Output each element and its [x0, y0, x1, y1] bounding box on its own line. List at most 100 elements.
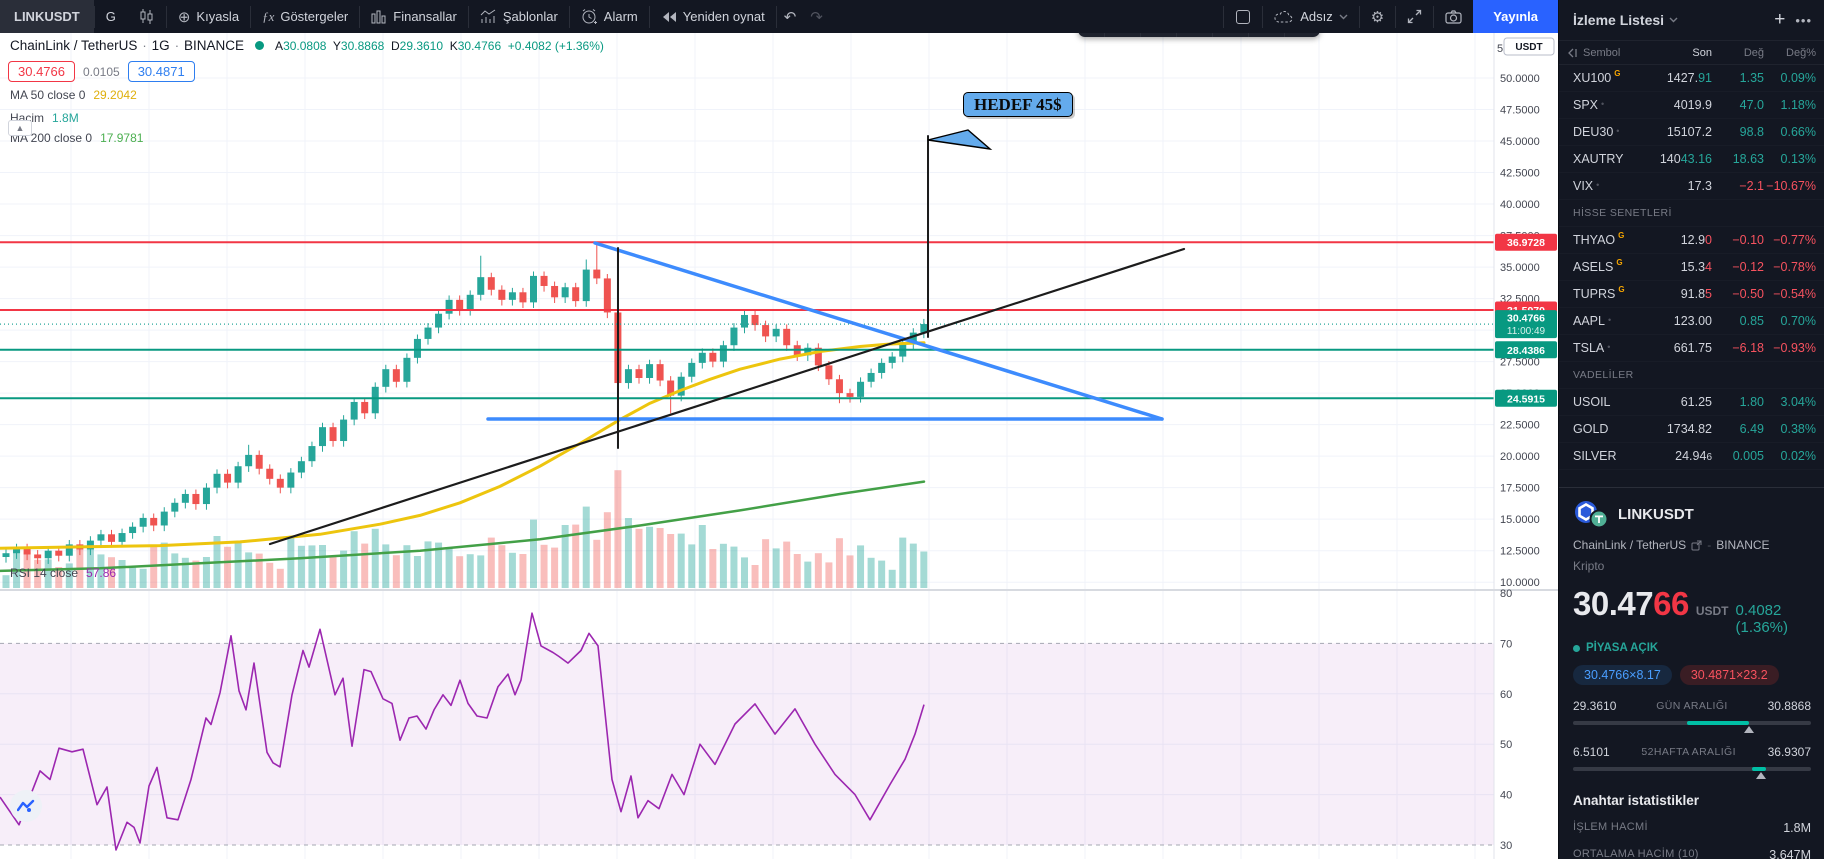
watchlist-row-gold[interactable]: GOLD 1734.82 6.49 0.38% [1559, 416, 1824, 443]
price-badge [1495, 310, 1557, 339]
ma50-value: 29.2042 [93, 88, 137, 102]
ma200-value: 17.9781 [100, 131, 144, 145]
legend-symbol[interactable]: ChainLink / TetherUS [10, 38, 138, 53]
divider [648, 5, 650, 28]
spread-value: 0.0105 [83, 64, 120, 79]
indicator-ma50[interactable]: MA 50 close 0 29.2042 [10, 88, 137, 102]
external-link-icon[interactable] [1691, 540, 1702, 551]
save-layout-button[interactable]: Adsız [1263, 0, 1359, 33]
compare-button[interactable]: ⊕ Kıyasla [167, 0, 250, 33]
legend-sep: · [174, 38, 180, 53]
watchlist-row-thyao[interactable]: THYAO G 12.90 −0.10 −0.77% [1559, 227, 1824, 254]
replay-button[interactable]: Yeniden oynat [650, 0, 776, 33]
chart-style-button[interactable] [127, 0, 166, 33]
financials-icon [371, 9, 387, 25]
financials-button[interactable]: Finansallar [360, 0, 468, 33]
details-category: Kripto [1573, 559, 1605, 573]
year-range-marker [1756, 772, 1767, 779]
year-range-track [1573, 767, 1811, 779]
redo-button[interactable]: ↷ [810, 8, 823, 26]
details-currency: USDT [1695, 604, 1729, 618]
watchlist-section: HİSSE SENETLERİ [1559, 200, 1824, 227]
divider [568, 5, 570, 28]
col-change-pct[interactable]: Değ% [1786, 46, 1816, 59]
alert-button[interactable]: Alarm [570, 0, 649, 33]
svg-text:40: 40 [1500, 790, 1512, 802]
legend-sep: · [142, 38, 147, 53]
interval-button[interactable]: G [105, 9, 116, 24]
fullscreen-icon [1407, 9, 1422, 24]
col-last[interactable]: Son [1692, 46, 1712, 59]
stat-row: İŞLEM HACMİ 1.8M [1573, 821, 1811, 835]
indicators-button[interactable]: ƒx Göstergeler [251, 0, 359, 33]
svg-text:12.5000: 12.5000 [1500, 546, 1540, 558]
fullscreen-button[interactable] [1396, 0, 1433, 33]
day-high: 30.8868 [1767, 699, 1811, 713]
col-symbol[interactable]: Sembol [1583, 46, 1621, 59]
chevron-down-icon [1669, 17, 1678, 23]
watchlist-row-spx[interactable]: SPX • 4019.9 47.0 1.18% [1559, 92, 1824, 119]
watchlist-row-asels[interactable]: ASELS G 15.34 −0.12 −0.78% [1559, 254, 1824, 281]
add-symbol-button[interactable]: + [1774, 9, 1786, 30]
target-callout[interactable]: HEDEF 45$ [963, 92, 1073, 117]
dot-flag-icon: • [1607, 315, 1612, 325]
dot-flag-icon: • [1616, 126, 1620, 136]
undo-button[interactable]: ↶ [783, 8, 797, 26]
indicators-label: Göstergeler [280, 9, 349, 24]
price-axis[interactable]: 50.000047.500045.000042.500040.000037.50… [1495, 37, 1557, 852]
watchlist-title-menu[interactable]: İzleme Listesi [1573, 12, 1678, 28]
replay-label: Yeniden oynat [682, 9, 765, 24]
chart-logo-button[interactable] [10, 790, 42, 822]
templates-button[interactable]: Şablonlar [469, 0, 569, 33]
details-exchange[interactable]: BINANCE [1716, 538, 1770, 552]
watchlist-title: İzleme Listesi [1573, 12, 1665, 28]
ascending-trendline[interactable] [268, 247, 1186, 546]
details-change: 0.4082 (1.36%) [1735, 602, 1789, 636]
descending-resistance[interactable] [593, 241, 1164, 421]
volume-bars [2, 470, 928, 588]
key-stats-heading: Anahtar istatistikler [1573, 793, 1700, 808]
market-open-dot [255, 41, 265, 50]
details-symbol[interactable]: LINKUSDT [1618, 505, 1694, 523]
camera-icon [1445, 9, 1462, 24]
settings-button[interactable]: ⚙ [1360, 0, 1395, 33]
legend-interval[interactable]: 1G [151, 38, 170, 53]
publish-button[interactable]: Yayınla [1473, 0, 1558, 33]
ma200-line [0, 480, 926, 573]
watchlist-row-vix[interactable]: VIX • 17.3 −2.1 −10.67% [1559, 173, 1824, 200]
symbol-button[interactable]: LINKUSDT [0, 0, 94, 33]
divider [1223, 5, 1225, 28]
legend-exchange[interactable]: BINANCE [184, 38, 245, 53]
watchlist-row-usoil[interactable]: USOIL 61.25 1.80 3.04% [1559, 389, 1824, 416]
watchlist-column-headers: Sembol Son Değ Değ% [1559, 40, 1824, 65]
currency-toggle[interactable] [1503, 37, 1555, 56]
sell-price-button[interactable]: 30.4766 [8, 61, 75, 82]
watchlist-row-xautry[interactable]: XAUTRY 14043.16 18.63 0.13% [1559, 146, 1824, 173]
watchlist-row-deu30[interactable]: DEU30 • 15107.2 98.8 0.66% [1559, 119, 1824, 146]
details-pair-link[interactable]: ChainLink / TetherUS [1573, 538, 1687, 552]
col-change[interactable]: Değ [1743, 46, 1764, 59]
price-chart[interactable]: 50.000047.500045.000042.500040.000037.50… [0, 33, 1558, 859]
layout-button[interactable] [1224, 0, 1262, 33]
day-range-marker [1744, 726, 1755, 733]
watchlist-row-xu100[interactable]: XU100 G 1427.91 1.35 0.09% [1559, 65, 1824, 92]
collapse-panel-icon[interactable] [1567, 48, 1577, 58]
watchlist-row-tuprs[interactable]: TUPRS G 91.85 −0.50 −0.54% [1559, 281, 1824, 308]
snapshot-button[interactable] [1434, 0, 1473, 33]
year-high: 36.9307 [1767, 745, 1811, 759]
buy-price-button[interactable]: 30.4871 [127, 61, 195, 82]
ma50-label: MA 50 close 0 [10, 88, 86, 102]
watchlist-row-silver[interactable]: SILVER 24.946 0.005 0.02% [1559, 443, 1824, 470]
market-status: PİYASA AÇIK [1573, 642, 1811, 654]
divider [1395, 5, 1397, 28]
watchlist-row-aapl[interactable]: AAPL • 123.00 0.85 0.70% [1559, 308, 1824, 335]
chainlink-tether-logo [1575, 501, 1609, 528]
watchlist-options-button[interactable]: ••• [1795, 12, 1812, 28]
layout-name-label: Adsız [1300, 9, 1333, 24]
indicator-rsi[interactable]: RSI 14 close 57.86 [10, 566, 116, 580]
watchlist-row-tsla[interactable]: TSLA • 661.75 −6.18 −0.93% [1559, 335, 1824, 362]
legend-collapse-button[interactable]: ▲ [8, 120, 32, 136]
svg-text:40.0000: 40.0000 [1500, 199, 1540, 211]
divider [359, 5, 361, 28]
market-open-dot [1573, 644, 1580, 652]
